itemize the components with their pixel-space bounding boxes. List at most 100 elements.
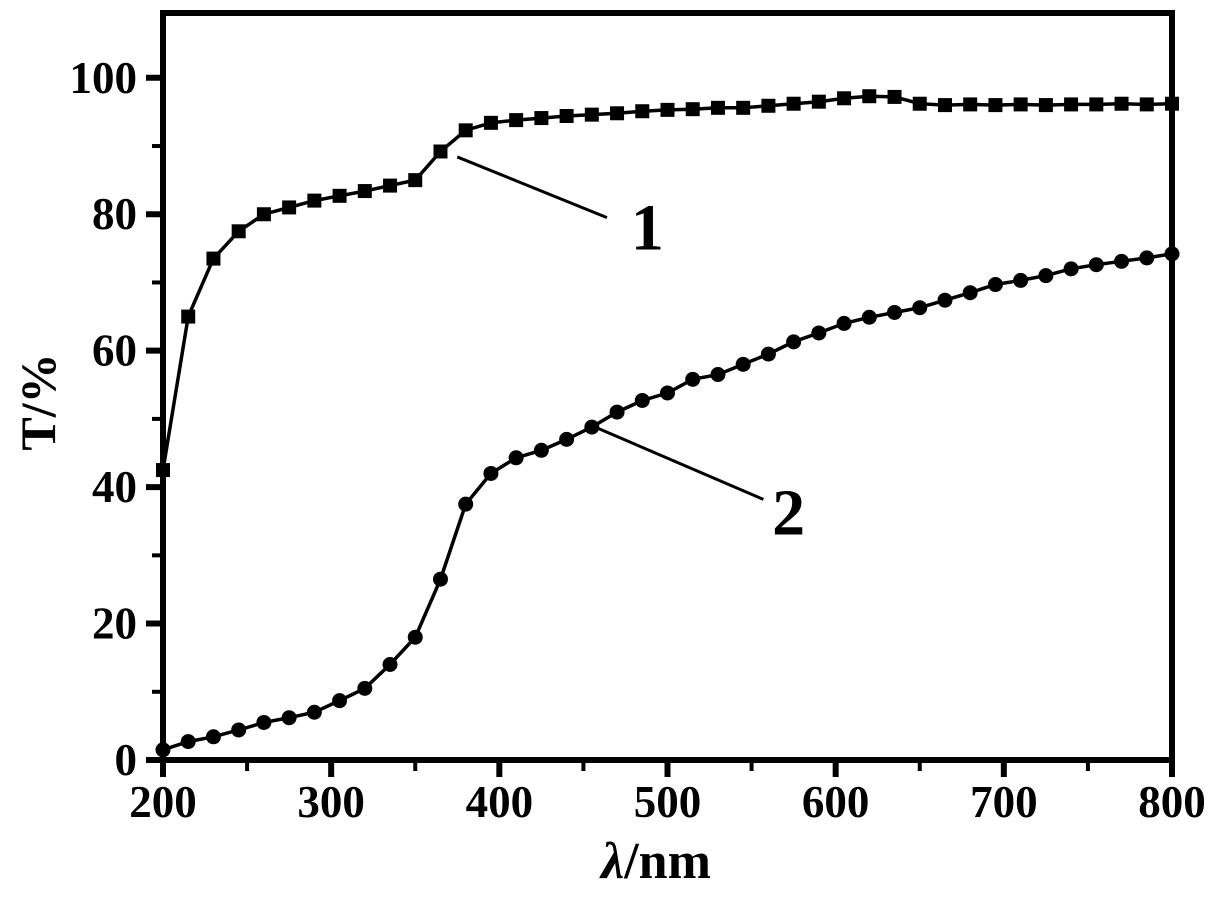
series-2-marker xyxy=(1013,272,1029,288)
y-axis-tick-label: 40 xyxy=(92,462,137,512)
x-axis-tick-label: 700 xyxy=(970,777,1038,827)
y-axis-tick-label: 100 xyxy=(70,53,138,103)
series-1-marker xyxy=(307,193,322,208)
series-2-marker xyxy=(533,442,549,458)
series-1-marker xyxy=(786,96,801,111)
annotation-1-leader-line xyxy=(456,155,608,220)
series-2-marker xyxy=(483,465,499,481)
series-2-marker xyxy=(811,325,827,341)
series-1-marker xyxy=(710,100,725,115)
series-1-marker xyxy=(1089,97,1104,112)
y-axis-tick-label: 0 xyxy=(115,735,138,785)
series-2-marker xyxy=(432,571,448,587)
series-2-marker xyxy=(685,371,701,387)
series-1-marker xyxy=(811,94,826,109)
series-1-marker xyxy=(509,113,524,128)
series-1-marker xyxy=(610,106,625,121)
series-2-marker xyxy=(231,722,247,738)
series-1-marker xyxy=(433,144,448,159)
series-1-marker xyxy=(887,89,902,104)
series-1-marker xyxy=(282,200,297,215)
series-2-marker xyxy=(660,385,675,401)
series-2-marker xyxy=(987,277,1003,293)
series-2-marker xyxy=(609,404,625,420)
series-1-marker xyxy=(483,115,498,130)
series-1-marker xyxy=(559,109,574,124)
x-axis-tick-label: 800 xyxy=(1138,777,1206,827)
series-1-marker xyxy=(685,102,700,117)
series-2-marker xyxy=(382,656,398,672)
series-2-marker xyxy=(256,714,272,730)
series-2-marker xyxy=(887,304,903,320)
series-1-marker xyxy=(332,188,347,203)
series-1-marker xyxy=(736,100,751,115)
series-1-marker xyxy=(862,89,877,104)
series-2-marker xyxy=(1114,253,1130,269)
series-1-marker xyxy=(1013,97,1028,112)
series-1-marker xyxy=(912,96,927,111)
series-1-marker xyxy=(256,207,271,222)
annotation-1-label: 1 xyxy=(631,192,664,265)
series-2-marker xyxy=(559,431,575,447)
series-2-marker xyxy=(584,419,600,435)
series-1-marker xyxy=(837,91,852,106)
series-2-marker xyxy=(1164,246,1180,262)
series-2-marker xyxy=(634,392,650,408)
series-1-marker xyxy=(761,98,776,113)
series-2-marker xyxy=(180,734,196,750)
series-1-marker xyxy=(231,224,246,239)
x-axis-tick-label: 600 xyxy=(802,777,870,827)
series-2-marker xyxy=(332,693,348,709)
annotation-2-label: 2 xyxy=(772,477,805,550)
series-2-marker xyxy=(1038,268,1054,284)
series-1-marker xyxy=(534,111,549,126)
series-2-marker xyxy=(407,629,423,645)
x-axis-tick-label: 200 xyxy=(129,777,197,827)
series-1-marker xyxy=(1114,96,1129,111)
series-1-marker xyxy=(458,123,473,138)
series-1-marker xyxy=(988,98,1003,113)
series-1-marker xyxy=(635,104,650,119)
series-2-marker xyxy=(861,309,877,325)
x-axis-tick-label: 500 xyxy=(634,777,702,827)
series-1-marker xyxy=(1064,97,1079,112)
series-1-marker xyxy=(357,184,372,199)
series-2-marker xyxy=(281,710,297,726)
x-axis-title: λ/nm xyxy=(599,833,711,890)
series-2-marker xyxy=(710,367,726,383)
x-axis-tick-label: 400 xyxy=(466,777,534,827)
series-2-marker xyxy=(155,742,171,758)
series-2-marker xyxy=(1139,250,1155,266)
y-axis-tick-label: 20 xyxy=(92,599,137,649)
series-2-marker xyxy=(937,292,953,308)
series-1-marker xyxy=(1038,98,1053,113)
series-1-marker xyxy=(206,251,221,266)
series-1-marker xyxy=(660,102,675,117)
series-2-marker xyxy=(205,729,221,745)
series-1-marker xyxy=(383,178,398,193)
series-1-marker xyxy=(937,98,952,113)
series-2-marker xyxy=(357,680,373,696)
series-2-marker xyxy=(306,704,322,720)
x-axis-tick-label: 300 xyxy=(297,777,365,827)
series-1-marker xyxy=(963,97,978,112)
series-1-marker xyxy=(181,309,196,324)
series-2-marker xyxy=(912,300,928,316)
annotation-2-leader-line xyxy=(594,425,764,501)
series-1-marker xyxy=(1165,96,1179,111)
series-2-marker xyxy=(735,356,751,372)
series-1-marker xyxy=(156,463,170,478)
series-2-marker xyxy=(458,496,474,512)
y-axis-tick-label: 60 xyxy=(92,326,137,376)
series-1-marker xyxy=(1139,97,1154,112)
y-axis-title: T/% xyxy=(10,353,66,450)
series-2-marker xyxy=(508,450,524,466)
series-2-marker xyxy=(836,315,852,331)
series-2-marker xyxy=(1088,257,1104,273)
series-2-marker xyxy=(962,285,978,301)
series-2-marker xyxy=(1063,261,1079,277)
series-1-marker xyxy=(408,173,423,188)
